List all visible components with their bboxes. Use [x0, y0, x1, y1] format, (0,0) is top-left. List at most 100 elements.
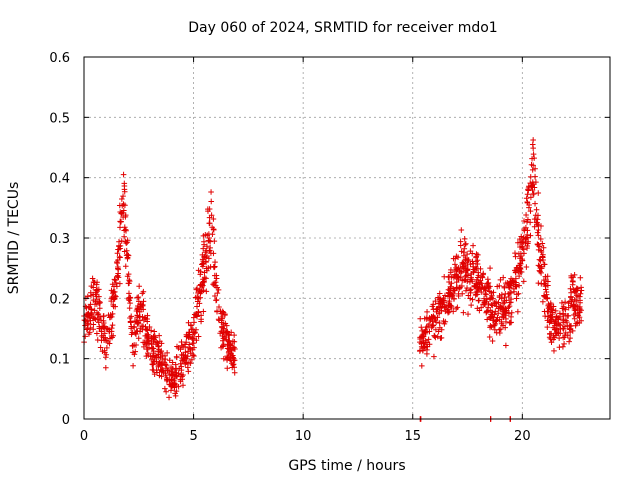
- data-point: [537, 258, 544, 264]
- data-point: [550, 324, 556, 331]
- data-point: [446, 279, 452, 285]
- data-point: [528, 161, 535, 168]
- data-point: [94, 330, 100, 337]
- data-point: [107, 314, 114, 321]
- x-tick-label: 15: [404, 429, 421, 444]
- data-point: [85, 320, 92, 327]
- y-axis-title: SRMTID / TECUs: [6, 182, 22, 295]
- data-point: [497, 326, 504, 332]
- data-point: [482, 291, 488, 297]
- data-point: [475, 274, 481, 281]
- data-point: [117, 209, 124, 215]
- data-point: [130, 362, 136, 369]
- data-point: [225, 345, 231, 352]
- data-point: [479, 284, 486, 290]
- data-point: [126, 305, 133, 311]
- data-point: [523, 195, 530, 202]
- data-point: [538, 263, 545, 270]
- data-point: [180, 344, 186, 350]
- y-tick-label: 0.1: [49, 353, 70, 368]
- data-point: [180, 382, 186, 389]
- data-point: [485, 276, 491, 283]
- data-point: [204, 243, 210, 249]
- data-point: [530, 137, 536, 143]
- data-point: [424, 351, 430, 357]
- data-point: [430, 313, 437, 319]
- data-point: [557, 313, 563, 320]
- data-point: [468, 302, 474, 308]
- chart-title: Day 060 of 2024, SRMTID for receiver mdo…: [188, 20, 497, 36]
- data-point: [512, 269, 519, 276]
- data-point: [527, 219, 533, 226]
- data-point: [496, 316, 503, 323]
- axis-ticks: 0 0.1 0.2 0.3 0.4 0.5 0.6 0 5 10 15 20: [49, 51, 610, 444]
- data-point: [145, 352, 152, 358]
- data-point: [492, 308, 499, 315]
- data-point: [548, 339, 555, 346]
- data-point: [499, 313, 505, 320]
- data-point: [549, 309, 556, 316]
- data-point: [82, 322, 88, 329]
- data-point: [516, 264, 523, 271]
- data-point: [169, 359, 176, 366]
- data-point: [164, 367, 171, 373]
- data-point: [211, 263, 218, 270]
- data-point: [185, 368, 192, 375]
- data-point: [450, 291, 456, 297]
- data-point: [192, 312, 199, 318]
- data-point: [474, 257, 481, 264]
- data-point: [172, 380, 178, 387]
- data-point: [535, 280, 542, 286]
- data-point: [117, 243, 124, 249]
- data-point: [464, 285, 470, 291]
- data-point: [465, 272, 471, 279]
- data-point: [150, 361, 156, 368]
- data-point: [200, 278, 207, 285]
- data-point: [83, 326, 90, 333]
- data-point: [230, 354, 236, 361]
- data-point: [146, 344, 152, 351]
- data-point: [220, 337, 226, 344]
- data-point: [430, 306, 437, 313]
- data-point: [433, 319, 439, 325]
- data-point: [200, 287, 207, 294]
- data-point: [203, 288, 210, 295]
- data-point: [88, 283, 95, 289]
- data-point: [173, 370, 180, 376]
- data-point: [507, 319, 514, 326]
- data-point: [473, 289, 480, 296]
- data-point: [186, 344, 192, 351]
- data-point: [531, 184, 538, 191]
- data-point: [83, 305, 90, 311]
- data-point: [231, 344, 237, 351]
- data-point: [204, 232, 211, 239]
- data-point: [201, 269, 208, 276]
- data-point: [574, 285, 581, 292]
- data-point: [210, 226, 217, 232]
- data-point: [569, 328, 576, 334]
- data-point: [562, 299, 568, 305]
- data-point: [88, 311, 95, 317]
- data-point: [178, 352, 185, 358]
- data-point: [225, 337, 232, 344]
- data-point: [530, 181, 537, 187]
- data-point: [126, 295, 132, 301]
- data-point: [524, 243, 531, 249]
- data-point: [569, 281, 576, 288]
- data-point: [447, 287, 453, 294]
- x-tick-label: 10: [295, 429, 312, 444]
- data-point: [158, 348, 165, 354]
- data-point: [489, 338, 496, 344]
- data-point: [429, 303, 436, 310]
- data-point: [121, 227, 128, 234]
- data-point: [512, 250, 518, 256]
- data-point: [198, 318, 204, 325]
- data-point: [532, 165, 538, 172]
- data-point: [474, 305, 481, 312]
- data-point: [554, 322, 560, 328]
- data-point: [151, 371, 158, 377]
- data-point: [578, 284, 584, 291]
- data-point: [490, 289, 497, 296]
- data-point: [544, 295, 551, 302]
- data-point: [123, 247, 130, 254]
